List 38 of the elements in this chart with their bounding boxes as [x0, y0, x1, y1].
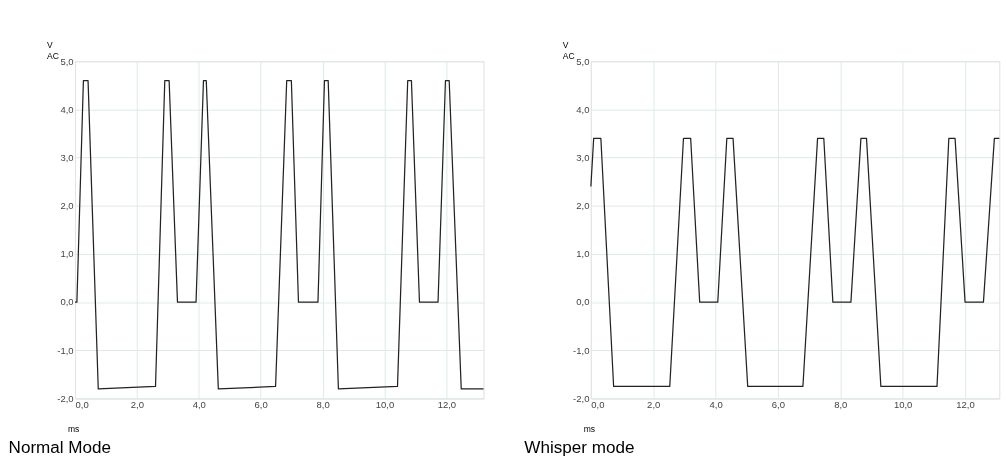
y-tick-label: 5,0: [60, 55, 74, 67]
x-tick-label: 0,0: [75, 399, 89, 411]
x-tick-label: 0,0: [591, 399, 605, 411]
x-axis-title: ms: [67, 424, 80, 435]
x-axis-title: ms: [583, 424, 596, 435]
line-series: [590, 137, 1000, 388]
x-tick-label: 8,0: [834, 399, 848, 411]
y-axis-title: V AC: [47, 40, 59, 61]
x-tick-label: 2,0: [130, 399, 145, 411]
y-tick-label: 0,0: [576, 296, 590, 308]
x-tick-label: 10,0: [375, 399, 395, 411]
y-tick-label: -1,0: [57, 344, 74, 356]
y-tick-label: 2,0: [576, 200, 590, 212]
y-tick-label: 3,0: [576, 151, 590, 163]
x-tick-label: 4,0: [709, 399, 723, 411]
x-tick-label: 8,0: [316, 399, 330, 411]
line-series: [74, 79, 485, 390]
x-tick-label: 12,0: [437, 399, 457, 411]
y-tick-label: -1,0: [573, 344, 590, 356]
x-tick-label: 2,0: [647, 399, 661, 411]
y-tick-label: -2,0: [573, 392, 590, 404]
y-tick-label: 3,0: [60, 151, 74, 163]
y-tick-label: 5,0: [576, 55, 590, 67]
y-tick-label: -2,0: [57, 392, 74, 404]
y-tick-label: 2,0: [60, 200, 74, 212]
x-tick-label: 12,0: [956, 399, 975, 411]
x-tick-label: 6,0: [254, 399, 268, 411]
y-axis-title: V AC: [562, 40, 575, 61]
y-tick-label: 4,0: [60, 103, 74, 115]
y-tick-label: 1,0: [576, 248, 590, 260]
y-tick-label: 0,0: [60, 296, 74, 308]
y-tick-label: 4,0: [576, 103, 590, 115]
text: Whisper mode: [524, 437, 635, 457]
x-tick-label: 6,0: [771, 399, 786, 411]
y-tick-label: 1,0: [60, 248, 74, 260]
text: Normal Mode: [8, 437, 112, 457]
x-tick-label: 10,0: [893, 399, 913, 411]
x-tick-label: 4,0: [192, 399, 206, 411]
